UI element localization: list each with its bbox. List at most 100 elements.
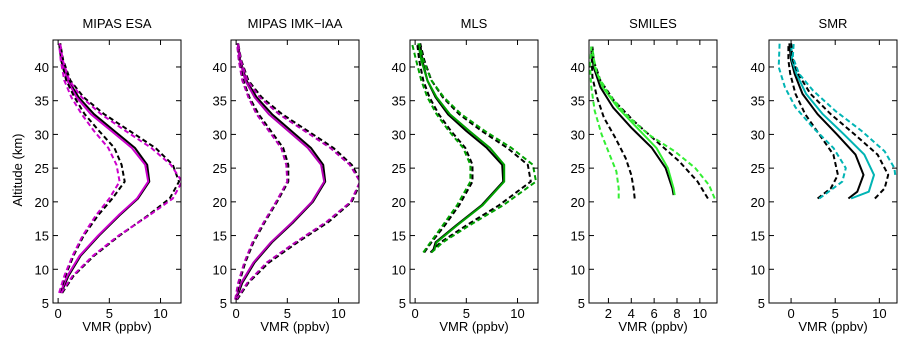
y-tick-label: 10	[751, 262, 765, 277]
series-group	[411, 43, 537, 254]
y-tick-label: 30	[751, 127, 765, 142]
y-tick-label: 40	[35, 60, 49, 75]
y-tick-label: 20	[213, 195, 227, 210]
panel-title: MIPAS IMK−IAA	[248, 16, 343, 31]
y-tick-label: 5	[758, 296, 765, 311]
series-line-1	[58, 43, 150, 294]
x-tick-label: 6	[651, 306, 658, 321]
y-tick-label: 20	[571, 195, 585, 210]
series-line-0	[590, 46, 675, 196]
x-tick-label: 0	[412, 306, 419, 321]
y-tick-label: 5	[220, 296, 227, 311]
series-group	[234, 43, 359, 301]
x-axis-label: VMR (ppbv)	[260, 319, 329, 334]
series-line-5	[589, 46, 620, 199]
y-tick-label: 10	[213, 262, 227, 277]
series-group	[589, 46, 716, 200]
y-tick-label: 40	[751, 60, 765, 75]
y-tick-label: 35	[392, 94, 406, 109]
series-group	[777, 43, 897, 200]
series-line-3	[416, 43, 474, 253]
y-tick-label: 40	[392, 60, 406, 75]
series-line-3	[590, 46, 636, 199]
x-tick-label: 5	[284, 306, 291, 321]
x-tick-label: 8	[673, 306, 680, 321]
series-line-2	[236, 43, 359, 301]
axes-frame	[409, 39, 539, 304]
series-line-0	[788, 43, 865, 200]
panel-title: MIPAS ESA	[82, 16, 151, 31]
y-tick-label: 25	[571, 161, 585, 176]
series-line-5	[234, 43, 289, 300]
y-tick-label: 15	[213, 229, 227, 244]
y-tick-label: 10	[35, 262, 49, 277]
x-tick-label: 0	[55, 306, 62, 321]
x-tick-label: 10	[872, 306, 886, 321]
panel-title: MLS	[461, 16, 488, 31]
y-tick-label: 20	[392, 195, 406, 210]
series-line-2	[790, 43, 890, 200]
x-tick-label: 4	[628, 306, 635, 321]
x-tick-label: 10	[693, 306, 707, 321]
x-tick-label: 10	[153, 306, 167, 321]
y-tick-label: 15	[35, 229, 49, 244]
series-line-2	[59, 43, 180, 294]
x-tick-label: 5	[463, 306, 470, 321]
y-tick-label: 5	[399, 296, 406, 311]
series-line-5	[777, 43, 847, 200]
series-line-5	[58, 43, 121, 294]
x-tick-label: 10	[510, 306, 524, 321]
x-axis-label: VMR (ppbv)	[618, 319, 687, 334]
y-tick-label: 40	[213, 60, 227, 75]
y-tick-label: 35	[751, 94, 765, 109]
series-line-2	[591, 46, 709, 200]
panel-4: SMR 0 5 10 5 10 15 20 25 30 35 40 VMR (ppbv)	[751, 16, 898, 334]
y-tick-label: 5	[42, 296, 49, 311]
x-axis-label: VMR (ppbv)	[798, 319, 867, 334]
axes-frame	[52, 39, 182, 304]
x-tick-label: 0	[233, 306, 240, 321]
y-tick-label: 25	[751, 161, 765, 176]
x-tick-label: 10	[331, 306, 345, 321]
series-line-4	[235, 43, 359, 301]
y-tick-label: 35	[213, 94, 227, 109]
x-axis-label: VMR (ppbv)	[82, 319, 151, 334]
y-tick-label: 30	[392, 127, 406, 142]
series-line-1	[790, 43, 875, 200]
y-tick-label: 25	[35, 161, 49, 176]
x-tick-label: 0	[787, 306, 794, 321]
x-tick-label: 5	[832, 306, 839, 321]
y-tick-label: 25	[392, 161, 406, 176]
x-tick-label: 5	[106, 306, 113, 321]
series-line-3	[58, 43, 126, 294]
y-tick-label: 20	[751, 195, 765, 210]
series-line-5	[411, 43, 472, 253]
y-tick-label: 10	[571, 262, 585, 277]
series-group	[58, 43, 181, 294]
y-tick-label: 35	[571, 94, 585, 109]
series-line-4	[59, 43, 181, 294]
series-line-3	[235, 43, 290, 300]
y-tick-label: 35	[35, 94, 49, 109]
y-tick-label: 25	[213, 161, 227, 176]
series-line-1	[417, 43, 506, 250]
y-tick-label: 20	[35, 195, 49, 210]
y-tick-label: 30	[35, 127, 49, 142]
y-tick-label: 30	[213, 127, 227, 142]
panel-title: SMR	[819, 16, 848, 31]
axes-frame	[768, 39, 898, 304]
y-tick-label: 10	[392, 262, 406, 277]
series-line-3	[787, 43, 839, 200]
y-axis-label: Altitude (km)	[10, 134, 25, 207]
x-axis-label: VMR (ppbv)	[439, 319, 508, 334]
axes-frame	[588, 39, 718, 304]
y-tick-label: 15	[392, 229, 406, 244]
series-line-4	[418, 43, 537, 254]
axes-frame	[230, 39, 360, 304]
series-line-1	[234, 43, 326, 300]
panel-3: SMILES 2 4 6 8 10 5 10 15 20 25 30 35 40 VMR (ppbv)	[571, 16, 718, 334]
